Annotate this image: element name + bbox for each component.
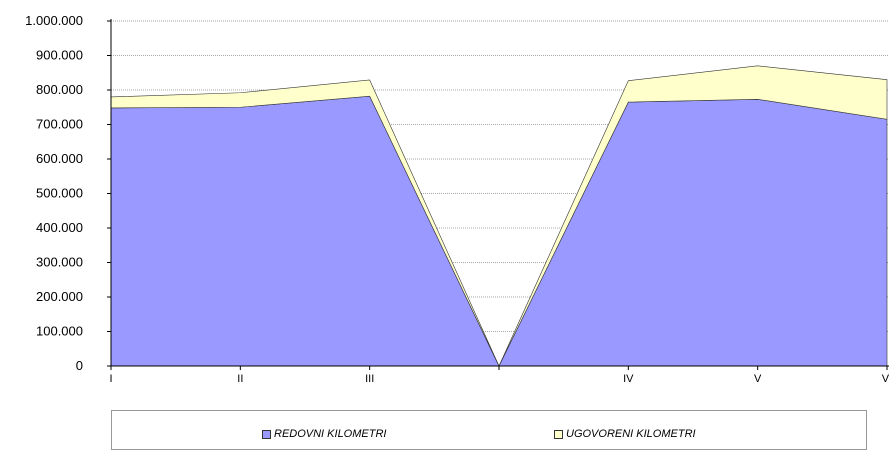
x-tick-label: II	[237, 373, 243, 385]
y-tick-label: 800.000	[36, 82, 83, 97]
y-tick-label: 700.000	[36, 117, 83, 132]
area-series-1	[110, 95, 888, 367]
x-tick-label: V	[754, 373, 762, 385]
y-axis-ticks: 0 100.000 200.000 300.000 400.000 500.000 600.…	[25, 13, 111, 373]
legend-item-ugovoreni: UGOVORENI KILOMETRI	[554, 428, 696, 440]
y-tick-label: 1.000.000	[25, 13, 83, 28]
y-tick-label: 0	[76, 358, 83, 373]
area-series-2	[110, 65, 888, 367]
x-tick-label: VI	[882, 373, 889, 385]
y-tick-label: 100.000	[36, 324, 83, 339]
y-tick-label: 500.000	[36, 186, 83, 201]
legend: REDOVNI KILOMETRI UGOVORENI KILOMETRI	[111, 410, 867, 450]
y-tick-label: 900.000	[36, 48, 83, 63]
x-axis-ticks: IIIIIIIVVVI	[109, 366, 889, 385]
x-tick-label: IV	[623, 373, 634, 385]
legend-swatch-ugovoreni	[554, 429, 563, 439]
x-tick-label: III	[365, 373, 374, 385]
legend-swatch-redovni	[262, 429, 271, 439]
legend-label-ugovoreni: UGOVORENI KILOMETRI	[566, 428, 696, 440]
legend-label-redovni: REDOVNI KILOMETRI	[274, 428, 387, 440]
legend-item-redovni: REDOVNI KILOMETRI	[262, 428, 386, 440]
series-areas	[110, 65, 888, 367]
y-tick-label: 600.000	[36, 151, 83, 166]
y-tick-label: 200.000	[36, 289, 83, 304]
y-tick-label: 400.000	[36, 220, 83, 235]
x-tick-label: I	[109, 373, 112, 385]
y-tick-label: 300.000	[36, 255, 83, 270]
